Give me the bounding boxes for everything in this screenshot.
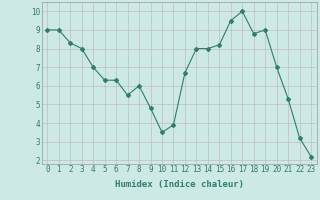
X-axis label: Humidex (Indice chaleur): Humidex (Indice chaleur) [115,180,244,189]
